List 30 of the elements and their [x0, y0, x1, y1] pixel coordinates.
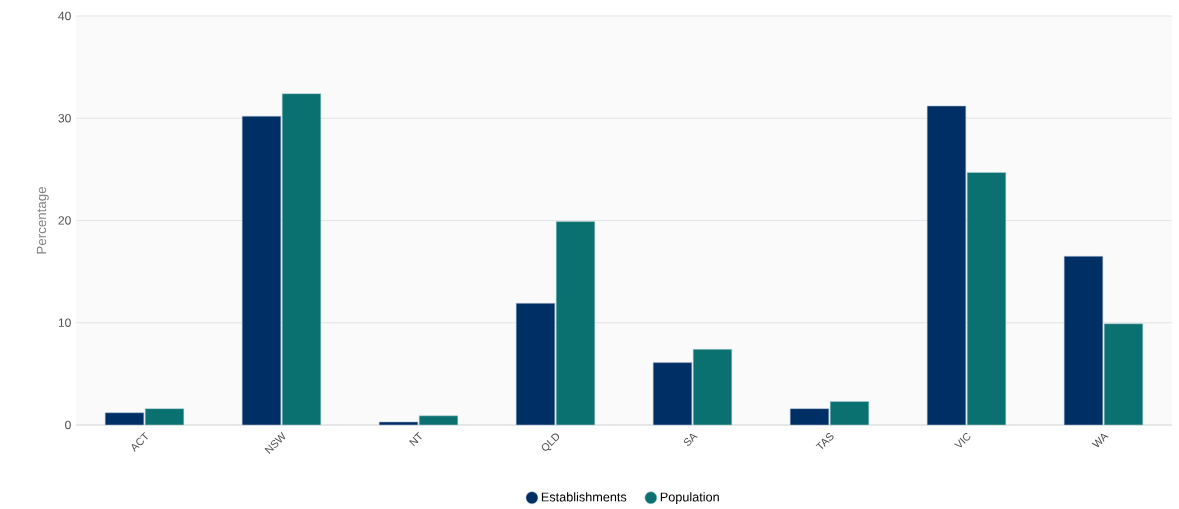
y-axis-title: Percentage — [36, 187, 49, 254]
bar — [418, 415, 459, 426]
x-tick-label: SA — [683, 433, 698, 446]
bar — [378, 421, 419, 426]
y-tick-label: 40 — [58, 11, 71, 21]
x-tick-label: TAS — [815, 432, 834, 450]
bar — [281, 93, 322, 426]
bar — [144, 408, 185, 426]
bar — [926, 105, 967, 426]
bar — [104, 412, 145, 426]
bar — [652, 362, 693, 426]
bar — [515, 303, 556, 426]
bar — [241, 115, 282, 426]
y-tick-label: 20 — [58, 216, 71, 225]
x-tick-label: VIC — [954, 433, 971, 448]
x-tick-label: QLD — [541, 433, 560, 451]
bar — [829, 401, 870, 426]
bar — [966, 172, 1007, 426]
x-tick-label: WA — [1091, 433, 1109, 448]
bar — [789, 408, 830, 426]
bar — [1103, 323, 1144, 426]
y-tick-label: 10 — [58, 318, 71, 327]
bar — [692, 349, 733, 426]
legend-label: Population — [660, 492, 719, 505]
legend-label: Establishments — [541, 492, 627, 502]
bar — [1063, 256, 1104, 426]
bar — [555, 221, 596, 426]
x-tick-label: NT — [409, 431, 422, 447]
y-tick-label: 30 — [58, 113, 71, 123]
y-tick-label: 0 — [65, 420, 71, 430]
